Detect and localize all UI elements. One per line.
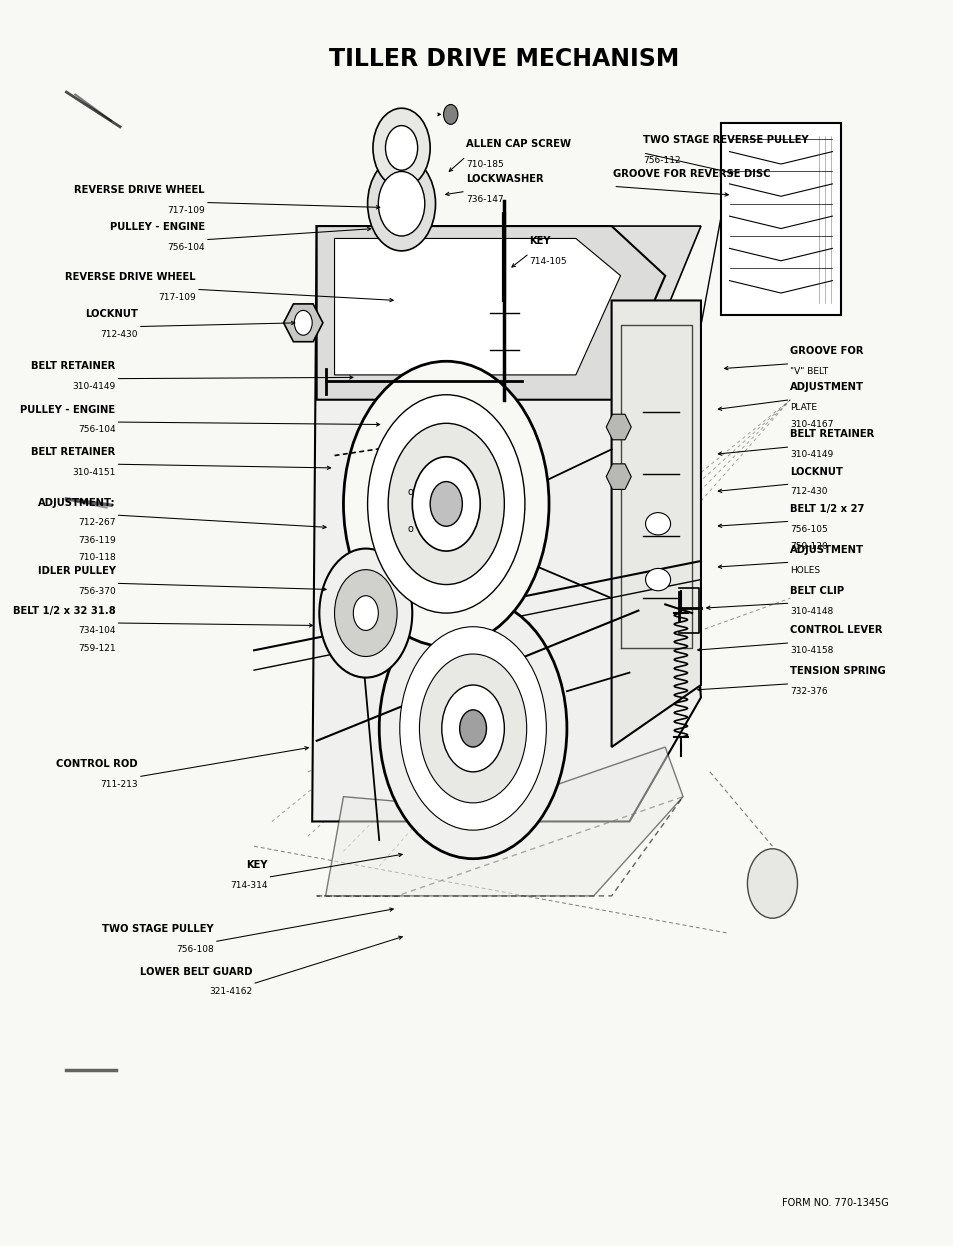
Text: LOWER BELT GUARD: LOWER BELT GUARD	[140, 967, 252, 977]
Text: 714-105: 714-105	[529, 257, 566, 265]
Text: 759-121: 759-121	[78, 644, 115, 653]
Text: TILLER DRIVE MECHANISM: TILLER DRIVE MECHANISM	[329, 46, 679, 71]
Text: TWO STAGE PULLEY: TWO STAGE PULLEY	[102, 925, 213, 934]
Text: 732-376: 732-376	[789, 688, 827, 697]
Text: 756-370: 756-370	[78, 587, 115, 596]
Text: HOLES: HOLES	[789, 566, 820, 574]
Text: 710-118: 710-118	[78, 553, 115, 562]
Text: ADJUSTMENT: ADJUSTMENT	[789, 545, 863, 554]
Text: 756-108: 756-108	[176, 946, 213, 954]
Text: BELT RETAINER: BELT RETAINER	[789, 430, 874, 440]
Circle shape	[385, 126, 417, 171]
Circle shape	[373, 108, 430, 188]
Text: REVERSE DRIVE WHEEL: REVERSE DRIVE WHEEL	[74, 186, 205, 196]
Text: KEY: KEY	[246, 860, 267, 870]
Text: ADJUSTMENT: ADJUSTMENT	[789, 383, 863, 392]
Text: CONTROL ROD: CONTROL ROD	[56, 759, 138, 769]
Text: o: o	[407, 523, 413, 533]
Circle shape	[335, 569, 396, 657]
Circle shape	[367, 157, 436, 250]
Text: BELT 1/2 x 27: BELT 1/2 x 27	[789, 503, 863, 513]
Circle shape	[430, 482, 462, 526]
Polygon shape	[605, 464, 631, 490]
Circle shape	[441, 685, 504, 771]
Polygon shape	[312, 226, 700, 821]
Text: 712-430: 712-430	[789, 487, 827, 496]
Text: 756-104: 756-104	[167, 243, 205, 252]
Text: PULLEY - ENGINE: PULLEY - ENGINE	[110, 222, 205, 232]
Polygon shape	[605, 414, 631, 440]
Ellipse shape	[645, 568, 670, 591]
Circle shape	[379, 598, 566, 858]
Text: CONTROL LEVER: CONTROL LEVER	[789, 625, 882, 635]
Circle shape	[378, 172, 424, 235]
Polygon shape	[325, 748, 682, 896]
Text: 310-4151: 310-4151	[72, 467, 115, 477]
Text: 756-105: 756-105	[789, 525, 827, 533]
Text: 310-4149: 310-4149	[789, 450, 833, 460]
Polygon shape	[335, 238, 619, 375]
Text: 714-314: 714-314	[230, 881, 267, 890]
Text: ALLEN CAP SCREW: ALLEN CAP SCREW	[465, 140, 570, 150]
Text: PULLEY - ENGINE: PULLEY - ENGINE	[20, 405, 115, 415]
Text: 711-213: 711-213	[100, 780, 138, 789]
Text: 712-267: 712-267	[78, 518, 115, 527]
Text: BELT CLIP: BELT CLIP	[789, 586, 843, 596]
Text: 710-185: 710-185	[465, 159, 503, 169]
Circle shape	[343, 361, 549, 647]
Text: 321-4162: 321-4162	[209, 987, 252, 997]
Circle shape	[412, 457, 479, 551]
Circle shape	[419, 654, 526, 802]
Text: 736-119: 736-119	[78, 536, 115, 545]
Text: IDLER PULLEY: IDLER PULLEY	[37, 566, 115, 576]
Text: 717-109: 717-109	[167, 206, 205, 214]
Text: o: o	[407, 486, 413, 496]
Polygon shape	[316, 226, 664, 400]
Text: 736-147: 736-147	[465, 194, 503, 204]
Text: GROOVE FOR: GROOVE FOR	[789, 346, 862, 356]
Circle shape	[399, 627, 546, 830]
Text: 310-4158: 310-4158	[789, 647, 833, 655]
Text: LOCKNUT: LOCKNUT	[789, 467, 842, 477]
Circle shape	[294, 310, 312, 335]
Text: 759-130: 759-130	[789, 542, 827, 551]
Text: 734-104: 734-104	[78, 627, 115, 635]
Text: PLATE: PLATE	[789, 404, 817, 412]
Text: "V" BELT: "V" BELT	[789, 368, 827, 376]
Circle shape	[443, 105, 457, 125]
Ellipse shape	[645, 512, 670, 535]
Text: 756-112: 756-112	[642, 156, 679, 166]
Text: 756-104: 756-104	[78, 425, 115, 435]
Text: BELT 1/2 x 32 31.8: BELT 1/2 x 32 31.8	[12, 606, 115, 616]
Text: ADJUSTMENT:: ADJUSTMENT:	[38, 497, 115, 507]
Text: 310-4149: 310-4149	[72, 383, 115, 391]
Text: GROOVE FOR REVERSE DISC: GROOVE FOR REVERSE DISC	[613, 169, 770, 179]
Text: BELT RETAINER: BELT RETAINER	[31, 361, 115, 371]
FancyBboxPatch shape	[720, 123, 841, 315]
Text: 310-4148: 310-4148	[789, 607, 833, 616]
Text: KEY: KEY	[529, 235, 550, 245]
Text: LOCKWASHER: LOCKWASHER	[465, 174, 543, 184]
Polygon shape	[611, 300, 700, 748]
Circle shape	[459, 710, 486, 748]
Polygon shape	[316, 226, 700, 313]
Text: FORM NO. 770-1345G: FORM NO. 770-1345G	[781, 1199, 888, 1209]
Text: 310-4167: 310-4167	[789, 420, 833, 430]
Circle shape	[388, 424, 504, 584]
Text: 712-430: 712-430	[100, 330, 138, 339]
Circle shape	[353, 596, 378, 630]
Polygon shape	[283, 304, 322, 341]
Text: BELT RETAINER: BELT RETAINER	[31, 447, 115, 457]
Text: TENSION SPRING: TENSION SPRING	[789, 667, 885, 677]
Circle shape	[367, 395, 524, 613]
Text: REVERSE DRIVE WHEEL: REVERSE DRIVE WHEEL	[66, 272, 195, 282]
Circle shape	[746, 849, 797, 918]
Text: 717-109: 717-109	[158, 293, 195, 302]
Text: TWO STAGE REVERSE PULLEY: TWO STAGE REVERSE PULLEY	[642, 136, 807, 146]
Circle shape	[319, 548, 412, 678]
Text: LOCKNUT: LOCKNUT	[85, 309, 138, 319]
